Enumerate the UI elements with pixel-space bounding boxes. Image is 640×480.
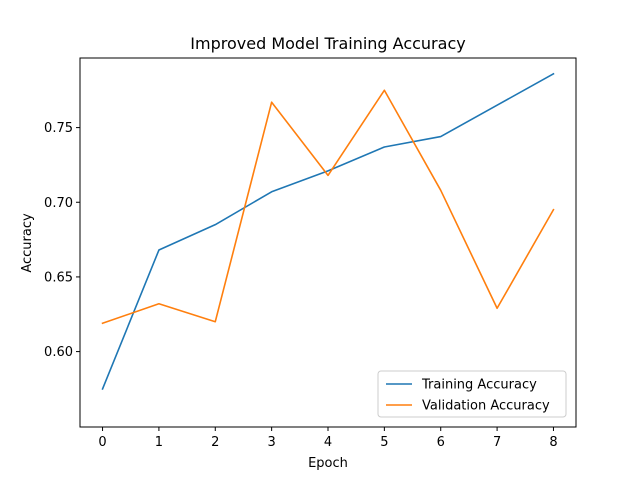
legend-label-1: Validation Accuracy bbox=[422, 399, 550, 414]
x-tick-label: 2 bbox=[211, 435, 219, 450]
chart-title: Improved Model Training Accuracy bbox=[190, 34, 465, 53]
x-tick-label: 4 bbox=[324, 435, 332, 450]
legend: Training Accuracy Validation Accuracy bbox=[377, 370, 567, 418]
x-axis-label: Epoch bbox=[308, 456, 348, 471]
legend-box bbox=[377, 370, 567, 418]
y-tick-label: 0.75 bbox=[44, 121, 73, 136]
x-tick-label: 0 bbox=[98, 435, 106, 450]
y-tick-label: 0.60 bbox=[44, 345, 73, 360]
legend-label-0: Training Accuracy bbox=[421, 378, 537, 393]
y-tick-label: 0.65 bbox=[44, 270, 73, 285]
y-axis-ticks: 0.60 0.65 0.70 0.75 bbox=[44, 121, 80, 360]
x-tick-label: 6 bbox=[437, 435, 445, 450]
y-axis-label: Accuracy bbox=[20, 213, 35, 273]
x-tick-label: 8 bbox=[549, 435, 557, 450]
series-line-0 bbox=[101, 72, 555, 390]
x-tick-label: 3 bbox=[267, 435, 275, 450]
series-line-1 bbox=[101, 89, 555, 325]
series-layer bbox=[101, 72, 555, 390]
x-tick-label: 5 bbox=[380, 435, 388, 450]
x-tick-label: 1 bbox=[155, 435, 163, 450]
x-axis-ticks: 0 1 2 3 4 5 6 7 8 bbox=[98, 427, 558, 450]
y-tick-label: 0.70 bbox=[44, 196, 73, 211]
x-tick-label: 7 bbox=[493, 435, 501, 450]
